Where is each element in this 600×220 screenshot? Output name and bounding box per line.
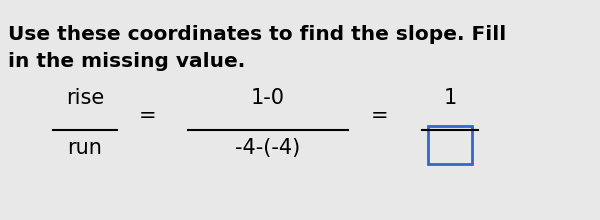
Text: Use these coordinates to find the slope. Fill: Use these coordinates to find the slope.… <box>8 25 506 44</box>
Text: 1: 1 <box>443 88 457 108</box>
Text: run: run <box>68 138 103 158</box>
Text: rise: rise <box>66 88 104 108</box>
Bar <box>428 126 472 164</box>
Text: in the missing value.: in the missing value. <box>8 52 245 71</box>
Text: =: = <box>371 106 389 126</box>
Text: -4-(-4): -4-(-4) <box>235 138 301 158</box>
Text: =: = <box>139 106 157 126</box>
Text: 1-0: 1-0 <box>251 88 285 108</box>
